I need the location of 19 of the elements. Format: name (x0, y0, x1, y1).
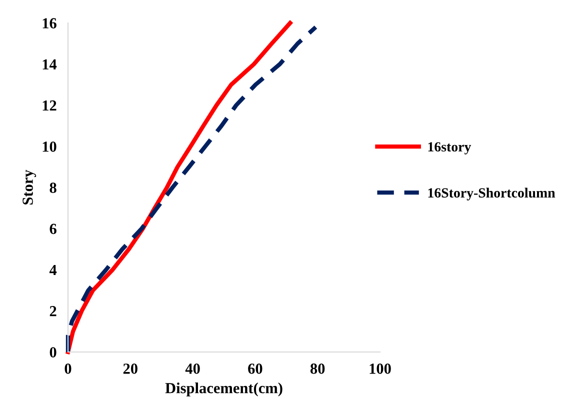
x-tick-label: 40 (185, 364, 200, 374)
y-tick-label: 6 (50, 224, 56, 234)
y-tick-label: 10 (42, 142, 56, 152)
legend-label: 16story (428, 142, 472, 154)
y-tick-label: 16 (42, 18, 56, 28)
x-axis-title: Displacement(cm) (165, 382, 282, 396)
x-tick-label: 100 (370, 364, 391, 374)
y-tick-label: 12 (42, 100, 56, 111)
y-tick-label: 8 (50, 182, 56, 193)
x-tick-label: 20 (123, 364, 138, 374)
y-tick-label: 2 (50, 306, 56, 316)
y-tick-label: 0 (50, 347, 56, 358)
y-tick-label: 4 (49, 264, 57, 276)
legend-label: 16Story-Shortcolumn (428, 188, 556, 200)
x-tick-label: 0 (64, 364, 72, 374)
x-tick-label: 60 (248, 364, 262, 374)
y-tick-label: 14 (42, 59, 57, 70)
y-axis-title: Story (22, 170, 36, 205)
x-tick-label: 80 (310, 364, 325, 374)
